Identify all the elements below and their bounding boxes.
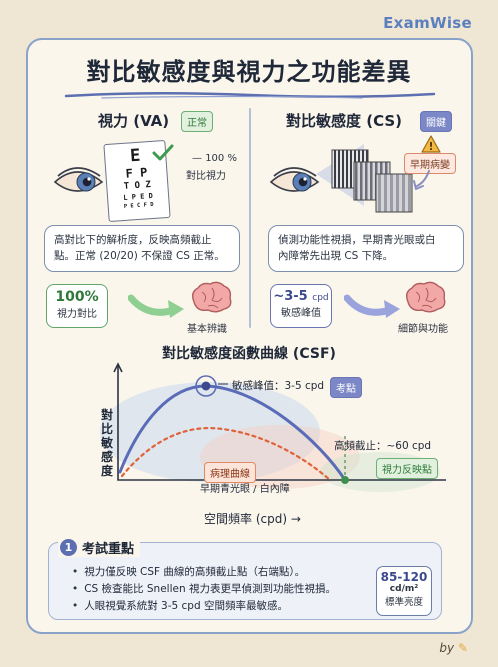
- svg-text:!: !: [428, 140, 433, 153]
- va-point-label: 視力反映點: [376, 458, 438, 479]
- cs-description-bubble: 偵測功能性視損，早期青光眼或白 內障常先出現 CS 下降。: [268, 225, 464, 272]
- luminance-box: 85-120 cd/m² 標準亮度: [376, 566, 432, 616]
- arrow-right-icon: [128, 294, 184, 318]
- va-metric-box: 100% 視力對比: [46, 284, 108, 328]
- section-divider: [249, 108, 251, 328]
- cs-heading: 對比敏感度 (CS): [286, 112, 403, 130]
- early-lesion-label: 早期病變: [404, 153, 456, 174]
- va-description-line: 高對比下的解析度，反映高頻截止: [54, 234, 212, 246]
- va-normal-tag: 正常: [181, 111, 213, 132]
- chart-axes: [117, 366, 446, 481]
- exam-heading-text: 考試重點: [82, 542, 135, 557]
- luminance-label: 標準亮度: [384, 597, 423, 608]
- exam-heading: 1 考試重點: [58, 538, 141, 557]
- csf-xlabel: 空間頻率 (cpd) →: [204, 512, 301, 526]
- title-underline: [64, 91, 436, 99]
- exam-point: CS 檢查能比 Snellen 視力表更早偵測到功能性視損。: [72, 581, 336, 598]
- patho-sublabel: 早期青光眼 / 白內障: [200, 484, 290, 495]
- cutoff-label: 高頻截止：~60 cpd: [334, 440, 432, 452]
- cs-metric-value: ~3-5 cpd: [273, 289, 329, 304]
- va-check-label: 對比視力: [186, 171, 226, 182]
- cs-metric-box: ~3-5 cpd 敏感峰值: [270, 284, 332, 328]
- brand-logo: ExamWise: [383, 14, 472, 32]
- cs-description-line: 偵測功能性視損，早期青光眼或白: [278, 234, 436, 246]
- check-icon: [152, 144, 174, 161]
- signature: by ✎: [439, 641, 468, 655]
- peak-label: 敏感峰值：3-5 cpd: [232, 380, 325, 392]
- va-description-bubble: 高對比下的解析度，反映高頻截止 點。正常 (20/20) 不保證 CS 正常。: [44, 225, 240, 272]
- page-title: 對比敏感度與視力之功能差異: [86, 58, 412, 86]
- luminance-value: 85-120: [380, 570, 428, 584]
- pencil-icon: ✎: [457, 641, 468, 655]
- eye-icon: [269, 167, 320, 192]
- csf-title: 對比敏感度函數曲線 (CSF): [162, 346, 336, 362]
- peak-point: [201, 381, 211, 391]
- grating-patches-icon: [331, 149, 413, 213]
- cs-key-tag: 關鍵: [420, 111, 452, 132]
- exam-points-list: 視力僅反映 CSF 曲線的高頻截止點（右端點）。 CS 檢查能比 Snellen…: [72, 564, 336, 615]
- arrow-down-icon: [413, 170, 430, 190]
- peak-ring: [195, 375, 217, 397]
- pathological-curve: [120, 426, 332, 482]
- exam-point: 視力僅反映 CSF 曲線的高頻截止點（右端點）。: [72, 564, 336, 581]
- arrow-right-icon: [344, 294, 400, 318]
- va-point: [341, 476, 349, 484]
- y-axis-arrow: [113, 362, 123, 373]
- va-metric-label: 視力對比: [57, 309, 97, 320]
- luminance-unit: cd/m²: [389, 584, 419, 594]
- va-brain-label: 基本辨識: [187, 324, 227, 335]
- patho-label: 病理曲線: [204, 462, 256, 483]
- va-check-percent: — 100 %: [192, 153, 237, 164]
- va-metric-value: 100%: [55, 289, 99, 305]
- peak-exam-tag: 考點: [330, 377, 362, 398]
- exam-point: 人眼視覺系統對 3-5 cpd 空間頻率最敏感。: [72, 598, 336, 615]
- brain-icon: [191, 281, 232, 313]
- eye-icon: [53, 167, 104, 192]
- va-description-line: 點。正常 (20/20) 不保證 CS 正常。: [54, 250, 225, 263]
- va-heading: 視力 (VA): [98, 112, 170, 130]
- warning-icon: !: [421, 135, 441, 153]
- cs-metric-label: 敏感峰值: [281, 308, 321, 319]
- csf-chart: [100, 362, 446, 492]
- cs-brain-label: 細節與功能: [398, 324, 448, 335]
- brain-icon: [405, 281, 446, 313]
- csf-ylabel: 對比敏感度: [100, 408, 113, 478]
- exam-number-badge: 1: [60, 539, 77, 556]
- cs-description-line: 內障常先出現 CS 下降。: [278, 250, 394, 263]
